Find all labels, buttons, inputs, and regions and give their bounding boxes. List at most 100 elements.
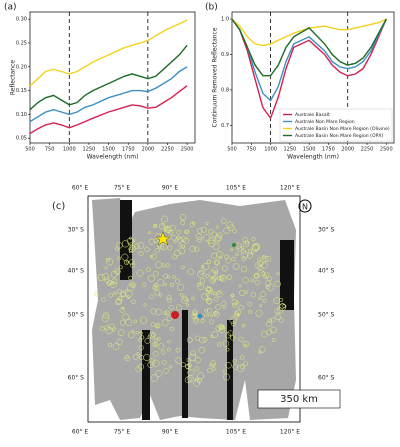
crater-rim	[187, 375, 194, 382]
crater-rim	[136, 352, 140, 356]
crater-rim	[126, 295, 131, 299]
longitude-label: 90° E	[162, 185, 179, 192]
crater-rim	[113, 291, 117, 296]
x-axis-title: Wavelength (nm)	[87, 154, 139, 161]
crater-rim	[117, 295, 123, 301]
crater-rim	[137, 242, 145, 249]
crater-rim	[251, 244, 259, 252]
longitude-label: 90° E	[162, 429, 179, 436]
crater-rim	[220, 325, 225, 330]
crater-rim	[181, 296, 189, 304]
crater-rim	[209, 290, 214, 295]
crater-rim	[266, 284, 275, 292]
crater-rim	[160, 243, 168, 251]
y-tick-label: 0.7	[221, 123, 229, 129]
crater-rim	[191, 296, 195, 301]
crater-rim	[204, 308, 209, 313]
crater-rim	[258, 296, 262, 301]
map-panel: (c) N 350 km	[52, 195, 341, 423]
crater-rim	[152, 285, 158, 291]
crater-rim	[211, 275, 217, 281]
legend-label: Australe Basin Non Mare Region (Olivine)	[295, 126, 390, 132]
crater-rim	[132, 353, 139, 360]
x-tick-label: 1250	[283, 147, 296, 153]
crater-rim	[224, 254, 229, 259]
crater-rim	[261, 255, 266, 259]
crater-rim	[223, 373, 230, 381]
crater-rim	[138, 338, 142, 343]
crater-rim	[108, 292, 114, 298]
data-gap	[227, 320, 233, 420]
crater-rim	[185, 364, 190, 369]
latitude-label: 50° S	[318, 312, 335, 319]
crater-rim	[178, 247, 186, 255]
crater-rim	[93, 291, 98, 296]
crater-rim	[257, 260, 264, 267]
crater-rim	[127, 284, 135, 292]
crater-rim	[130, 282, 136, 288]
x-tick-label: 1750	[122, 147, 135, 153]
crater-rim	[151, 253, 157, 260]
series-line	[29, 19, 188, 87]
crater-rim	[232, 363, 239, 370]
crater-rim	[209, 270, 217, 278]
crater-rim	[136, 269, 144, 277]
x-tick-label: 1500	[303, 147, 316, 153]
crater-rim	[146, 267, 151, 272]
crater-rim	[239, 289, 246, 297]
crater-rim	[186, 303, 190, 307]
x-tick-label: 500	[25, 147, 35, 153]
crater-rim	[148, 231, 151, 235]
crater-rim	[200, 318, 205, 323]
x-tick-label: 1750	[322, 147, 335, 153]
crater-rim	[258, 350, 262, 354]
series-line	[231, 18, 387, 77]
crater-rim	[181, 244, 186, 249]
crater-rim	[133, 319, 138, 324]
crater-rim	[154, 322, 161, 329]
crater-rim	[194, 356, 201, 364]
crater-rim	[134, 243, 140, 249]
crater-rim	[225, 258, 231, 264]
crater-rim	[211, 277, 216, 282]
crater-rim	[193, 316, 199, 322]
crater-rim	[153, 270, 159, 277]
crater-rim	[129, 246, 133, 250]
crater-rim	[251, 237, 256, 242]
crater-rim	[119, 265, 123, 270]
crater-rim	[218, 255, 223, 260]
site-marker	[232, 243, 236, 247]
crater-rim	[127, 331, 135, 339]
x-tick-label: 2250	[161, 147, 174, 153]
x-tick-label: 1000	[63, 147, 76, 153]
crater-rim	[126, 237, 134, 245]
crater-rim	[270, 317, 276, 323]
crater-rim	[254, 262, 261, 269]
crater-rim	[231, 256, 236, 262]
crater-rim	[166, 225, 170, 229]
latitude-label: 40° S	[318, 268, 335, 275]
series-line	[231, 18, 387, 120]
crater-rim	[210, 360, 216, 366]
crater-rim	[165, 263, 170, 268]
x-tick-label: 2500	[380, 147, 393, 153]
crater-rim	[238, 304, 244, 311]
crater-rim	[115, 299, 122, 306]
crater-rim	[205, 313, 210, 317]
longitude-label: 105° E	[226, 185, 246, 192]
crater-rim	[257, 257, 262, 262]
crater-rim	[213, 296, 219, 302]
crater-rim	[166, 347, 171, 352]
crater-rim	[101, 297, 107, 302]
crater-rim	[194, 366, 200, 372]
crater-rim	[124, 355, 131, 362]
crater-rim	[216, 250, 224, 258]
crater-rim	[143, 303, 147, 307]
crater-rim	[240, 355, 245, 360]
crater-rim	[225, 347, 230, 352]
crater-rim	[231, 298, 238, 305]
y-axis-title: Continuum Removed Reflectance	[212, 27, 219, 127]
crater-rim	[241, 256, 247, 261]
crater-rim	[262, 298, 267, 303]
crater-rim	[243, 340, 250, 348]
